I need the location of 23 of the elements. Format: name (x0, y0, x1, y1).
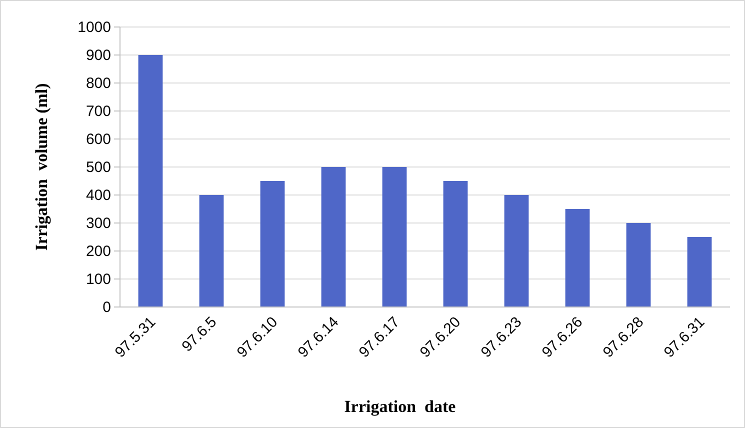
bar (504, 195, 529, 307)
y-tick-label: 300 (86, 214, 111, 232)
bar (138, 55, 163, 307)
y-tick-label: 700 (86, 102, 111, 120)
y-tick-label: 800 (86, 74, 111, 92)
y-tick-label: 600 (86, 130, 111, 148)
bar (199, 195, 224, 307)
bar (565, 209, 590, 307)
bar (626, 223, 651, 307)
bar (321, 167, 346, 307)
y-tick-label: 100 (86, 270, 111, 288)
x-axis-title: Irrigation date (344, 397, 456, 416)
bar (260, 181, 285, 307)
y-tick-label: 500 (86, 158, 111, 176)
bar (382, 167, 407, 307)
y-axis-title: Irrigation volume (ml) (32, 83, 51, 251)
y-tick-label: 0 (102, 298, 111, 316)
bar (687, 237, 712, 307)
y-tick-label: 400 (86, 186, 111, 204)
y-tick-label: 900 (86, 46, 111, 64)
y-tick-label: 1000 (78, 18, 111, 36)
y-tick-label: 200 (86, 242, 111, 260)
bar (443, 181, 468, 307)
